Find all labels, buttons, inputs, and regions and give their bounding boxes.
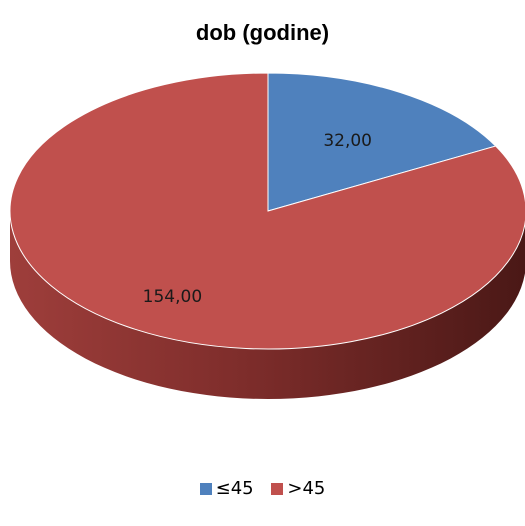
legend-swatch-red [271,482,284,495]
data-label-1: 154,00 [143,287,202,307]
legend-item-gt45: >45 [271,478,325,499]
legend-label: >45 [287,478,326,499]
legend-swatch-blue [199,482,212,495]
legend-item-le45: ≤45 [199,478,254,499]
chart-title: dob (godine) [195,20,330,45]
legend-label: ≤45 [215,478,254,499]
data-label-0: 32,00 [323,131,372,151]
pie-slice-0 [267,72,497,212]
legend: ≤45 >45 [0,478,525,500]
pie-side-wall [10,211,525,399]
pie-slice-1 [9,72,525,350]
